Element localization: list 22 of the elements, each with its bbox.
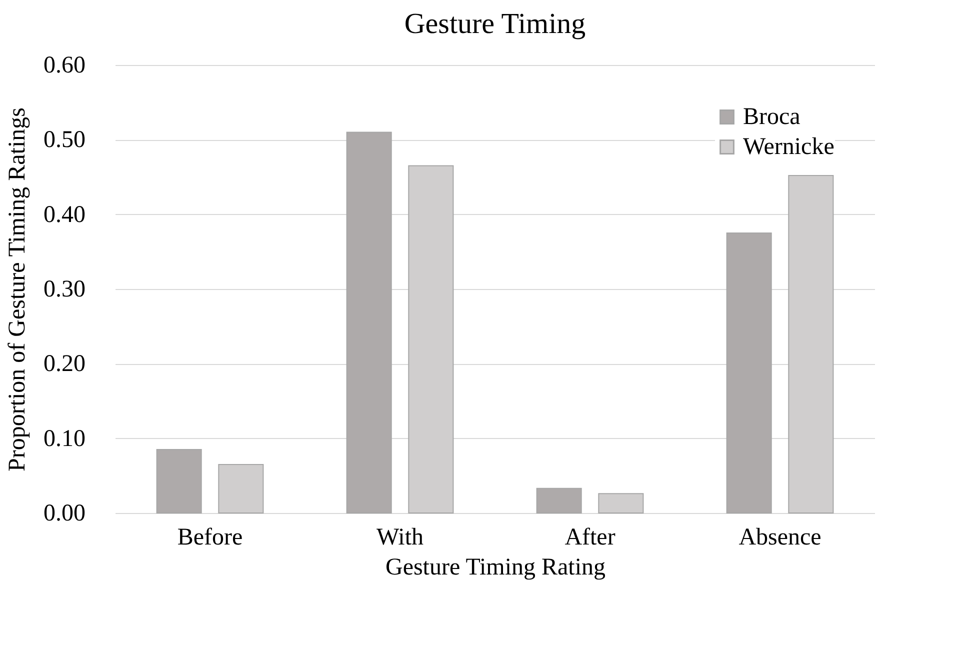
bar xyxy=(598,493,644,514)
y-tick-label: 0.40 xyxy=(44,202,86,228)
legend-label: Wernicke xyxy=(743,134,834,160)
x-tick-label: After xyxy=(564,524,616,550)
bar xyxy=(726,232,772,514)
y-tick-label: 0.60 xyxy=(44,52,86,78)
bar xyxy=(346,132,392,514)
y-tick-label: 0.20 xyxy=(44,351,86,378)
y-tick-label: 0.00 xyxy=(44,500,86,526)
chart-title: Gesture Timing xyxy=(404,8,586,40)
x-tick-label: Before xyxy=(177,524,243,550)
bar xyxy=(536,488,582,514)
y-tick-label: 0.10 xyxy=(44,426,86,452)
y-axis-title: Proportion of Gesture Timing Ratings xyxy=(4,107,30,472)
y-tick-label: 0.50 xyxy=(44,127,86,154)
legend-label: Broca xyxy=(743,104,801,130)
bar xyxy=(218,464,264,514)
x-tick-label: With xyxy=(376,524,424,550)
bar xyxy=(156,449,202,514)
x-axis-title: Gesture Timing Rating xyxy=(385,554,606,580)
x-tick-label: Absence xyxy=(738,524,822,550)
y-tick-label: 0.30 xyxy=(44,276,86,302)
